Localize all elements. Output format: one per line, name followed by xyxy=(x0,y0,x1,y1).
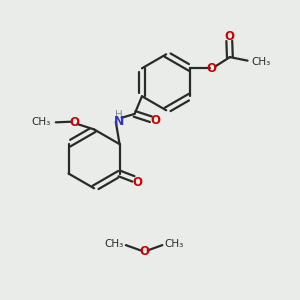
Text: O: O xyxy=(139,245,149,258)
Text: O: O xyxy=(150,114,160,127)
Text: CH₃: CH₃ xyxy=(32,117,51,127)
Text: CH₃: CH₃ xyxy=(105,239,124,249)
Text: O: O xyxy=(133,176,143,189)
Text: N: N xyxy=(113,115,124,128)
Text: CH₃: CH₃ xyxy=(251,56,270,67)
Text: CH₃: CH₃ xyxy=(164,239,183,249)
Text: O: O xyxy=(224,30,234,43)
Text: H: H xyxy=(115,110,123,120)
Text: O: O xyxy=(207,62,217,75)
Text: O: O xyxy=(69,116,79,129)
